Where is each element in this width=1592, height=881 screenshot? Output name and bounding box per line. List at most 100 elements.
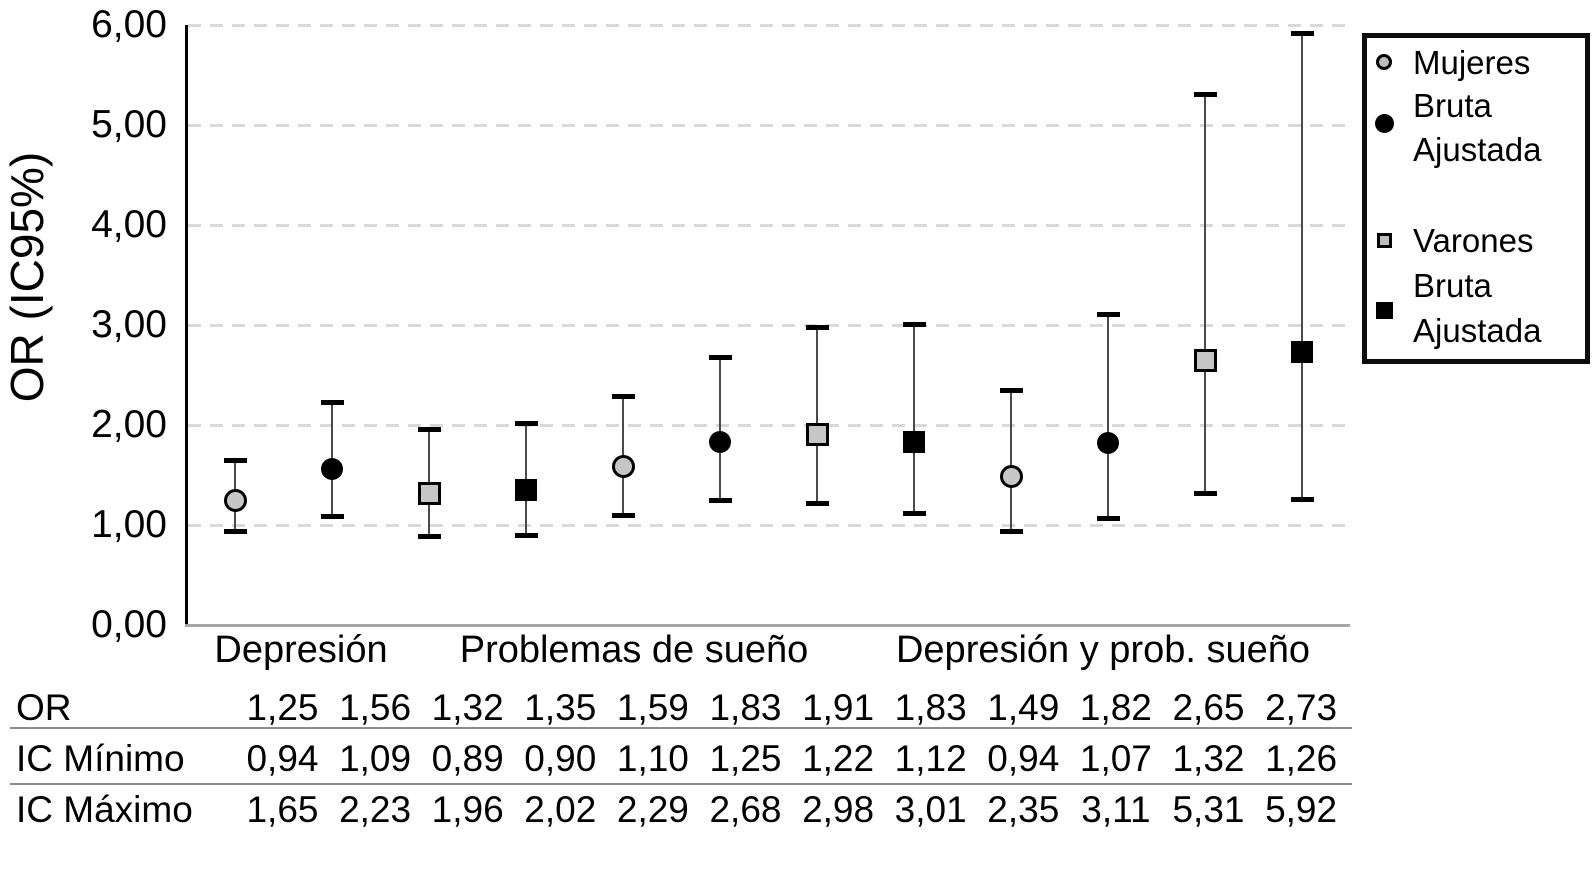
table-cell: 2,65 bbox=[1172, 686, 1245, 728]
error-bar-cap-bottom bbox=[514, 532, 538, 538]
error-bar-line bbox=[913, 324, 915, 513]
table-rule bbox=[10, 782, 1352, 785]
table-cell: 0,89 bbox=[431, 737, 504, 779]
table-cell: 2,98 bbox=[802, 789, 875, 830]
table-cell: 5,31 bbox=[1172, 789, 1245, 830]
table-cell: 1,25 bbox=[709, 737, 782, 779]
error-bar-cap-top bbox=[417, 426, 441, 432]
table-row-label: OR bbox=[16, 686, 72, 728]
table-cell: 1,59 bbox=[616, 686, 689, 728]
legend-label: Bruta bbox=[1413, 87, 1492, 124]
y-axis-line bbox=[185, 25, 188, 627]
table-cell: 2,35 bbox=[987, 789, 1060, 830]
table-cell: 2,02 bbox=[524, 789, 597, 830]
y-tick-label: 1,00 bbox=[91, 503, 167, 546]
error-bar-cap-top bbox=[223, 457, 247, 463]
table-cell: 2,29 bbox=[616, 789, 689, 830]
marker-square-ajustada bbox=[1291, 341, 1313, 363]
table-cell: 1,96 bbox=[431, 789, 504, 830]
x-axis-line bbox=[185, 624, 1350, 627]
error-bar-cap-top bbox=[1193, 91, 1217, 97]
y-tick-label: 3,00 bbox=[91, 303, 167, 346]
table-cell: 1,10 bbox=[616, 737, 689, 779]
table-cell: 3,11 bbox=[1081, 789, 1151, 830]
marker-square-ajustada bbox=[903, 431, 925, 453]
gridline bbox=[188, 324, 1350, 327]
error-bar-cap-top bbox=[320, 399, 344, 405]
error-bar-cap-bottom bbox=[611, 512, 635, 518]
legend-label: Varones bbox=[1413, 222, 1534, 259]
error-bar-line bbox=[1301, 33, 1303, 499]
gridline bbox=[188, 424, 1350, 427]
table-cell: 0,94 bbox=[987, 737, 1060, 779]
category-label: Depresión y prob. sueño bbox=[895, 629, 1311, 671]
legend-label: Ajustada bbox=[1413, 312, 1542, 349]
table-cell: 1,26 bbox=[1265, 737, 1338, 779]
marker-square-bruta bbox=[805, 422, 829, 446]
gridline bbox=[188, 124, 1350, 127]
table-cell: 1,56 bbox=[339, 686, 412, 728]
marker-circle-bruta bbox=[999, 464, 1023, 488]
error-bar-cap-top bbox=[902, 321, 926, 327]
marker-square-ajustada bbox=[515, 479, 537, 501]
legend-label: Bruta bbox=[1413, 267, 1492, 304]
error-bar-line bbox=[1107, 314, 1109, 518]
error-bar-cap-top bbox=[999, 387, 1023, 393]
error-bar-cap-top bbox=[1096, 311, 1120, 317]
error-bar-line bbox=[1204, 94, 1206, 493]
table-cell: 1,12 bbox=[894, 737, 967, 779]
table-cell: 1,83 bbox=[709, 686, 782, 728]
table-cell: 1,65 bbox=[246, 789, 319, 830]
legend-box: Mujeres Bruta Ajustada Varones Bruta Ajustada bbox=[1362, 33, 1590, 364]
marker-circle-bruta bbox=[223, 488, 247, 512]
error-bar-cap-bottom bbox=[417, 533, 441, 539]
legend-marker-circle-bruta bbox=[1376, 54, 1392, 70]
y-tick-label: 2,00 bbox=[91, 403, 167, 446]
marker-circle-ajustada bbox=[1097, 432, 1119, 454]
error-bar-cap-top bbox=[708, 354, 732, 360]
error-bar-cap-top bbox=[611, 393, 635, 399]
y-tick-label: 6,00 bbox=[91, 3, 167, 46]
category-label: Problemas de sueño bbox=[459, 629, 809, 671]
y-tick-label: 5,00 bbox=[91, 103, 167, 146]
table-cell: 1,07 bbox=[1079, 737, 1152, 779]
legend-label: Ajustada bbox=[1413, 131, 1542, 168]
legend-marker-circle-ajustada bbox=[1374, 113, 1394, 133]
table-row-label: IC Mínimo bbox=[16, 737, 185, 779]
gridline bbox=[188, 24, 1350, 27]
y-tick-label: 0,00 bbox=[91, 603, 167, 646]
marker-circle-bruta bbox=[611, 454, 635, 478]
y-tick-label: 4,00 bbox=[91, 203, 167, 246]
error-bar-line bbox=[816, 327, 818, 503]
category-label: Depresión bbox=[214, 629, 388, 671]
error-bar-cap-top bbox=[514, 420, 538, 426]
error-bar-cap-bottom bbox=[1096, 515, 1120, 521]
marker-square-bruta bbox=[1193, 348, 1217, 372]
error-bar-cap-bottom bbox=[999, 528, 1023, 534]
table-cell: 1,82 bbox=[1079, 686, 1152, 728]
error-bar-cap-bottom bbox=[320, 513, 344, 519]
table-cell: 1,91 bbox=[802, 686, 875, 728]
error-bar-line bbox=[719, 357, 721, 500]
table-cell: 1,09 bbox=[339, 737, 412, 779]
error-bar-cap-bottom bbox=[902, 510, 926, 516]
marker-circle-ajustada bbox=[709, 431, 731, 453]
table-cell: 1,83 bbox=[894, 686, 967, 728]
error-bar-cap-bottom bbox=[1193, 490, 1217, 496]
table-rule bbox=[10, 727, 1352, 729]
gridline bbox=[188, 224, 1350, 227]
table-cell: 0,94 bbox=[246, 737, 319, 779]
error-bar-cap-top bbox=[1290, 30, 1314, 36]
table-cell: 2,68 bbox=[709, 789, 782, 830]
legend-label: Mujeres bbox=[1413, 44, 1531, 81]
error-bar-cap-bottom bbox=[805, 500, 829, 506]
error-bar-cap-bottom bbox=[223, 528, 247, 534]
table-cell: 1,32 bbox=[1172, 737, 1245, 779]
table-cell: 1,22 bbox=[802, 737, 875, 779]
legend-marker-square-ajustada bbox=[1375, 301, 1393, 319]
marker-square-bruta bbox=[417, 481, 441, 505]
error-bar-cap-top bbox=[805, 324, 829, 330]
marker-circle-ajustada bbox=[321, 458, 343, 480]
table-cell: 2,73 bbox=[1265, 686, 1338, 728]
